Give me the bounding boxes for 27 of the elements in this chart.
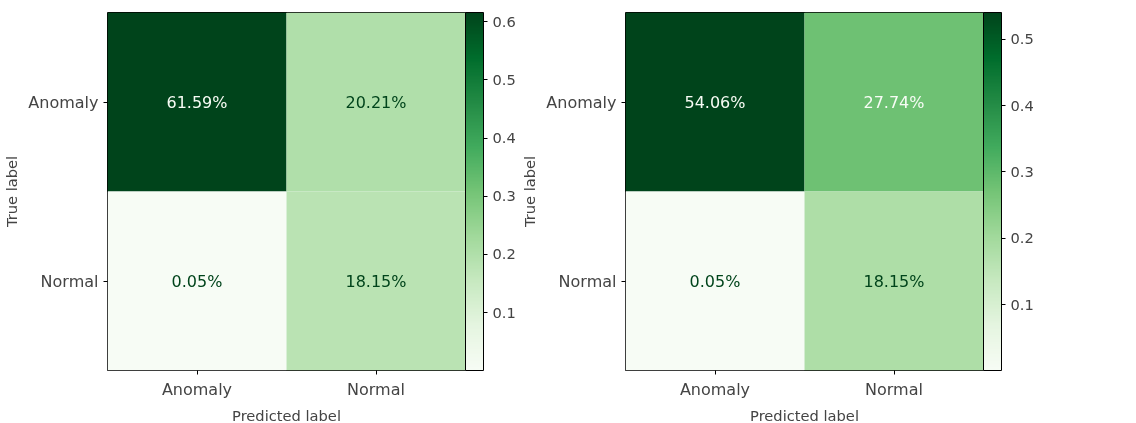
x-axis-title: Predicted label: [750, 406, 859, 423]
data-label: 27.74%: [863, 92, 925, 112]
data-label: 18.15%: [345, 271, 407, 291]
y-axis-title: True label: [521, 155, 539, 229]
color-bar-label: 0.1: [1010, 295, 1034, 313]
color-bar-label: 0.1: [492, 303, 516, 321]
x-tick-label: Anomaly: [161, 379, 233, 399]
color-bar-label: 0.6: [492, 12, 516, 30]
color-bar-label: 0.2: [1010, 229, 1034, 247]
color-bar-label: 0.4: [492, 129, 516, 147]
data-label: 61.59%: [166, 92, 228, 112]
color-bar-label: 0.3: [1010, 162, 1034, 180]
x-tick-label: Normal: [347, 379, 405, 399]
color-bar-label: 0.5: [492, 70, 516, 88]
color-bar-label: 0.5: [1010, 30, 1034, 48]
data-label: 54.06%: [684, 92, 746, 112]
y-axis-title: True label: [3, 155, 21, 229]
data-label: 18.15%: [863, 271, 925, 291]
x-tick-label: Normal: [865, 379, 923, 399]
data-label: 0.05%: [171, 271, 223, 291]
x-tick-label: Anomaly: [679, 379, 751, 399]
color-bar-label: 0.2: [492, 245, 516, 263]
color-bar-label: 0.4: [1010, 96, 1034, 114]
color-bar-label: 0.3: [492, 187, 516, 205]
data-label: 20.21%: [345, 92, 407, 112]
x-axis-title: Predicted label: [232, 406, 341, 423]
data-label: 0.05%: [689, 271, 741, 291]
